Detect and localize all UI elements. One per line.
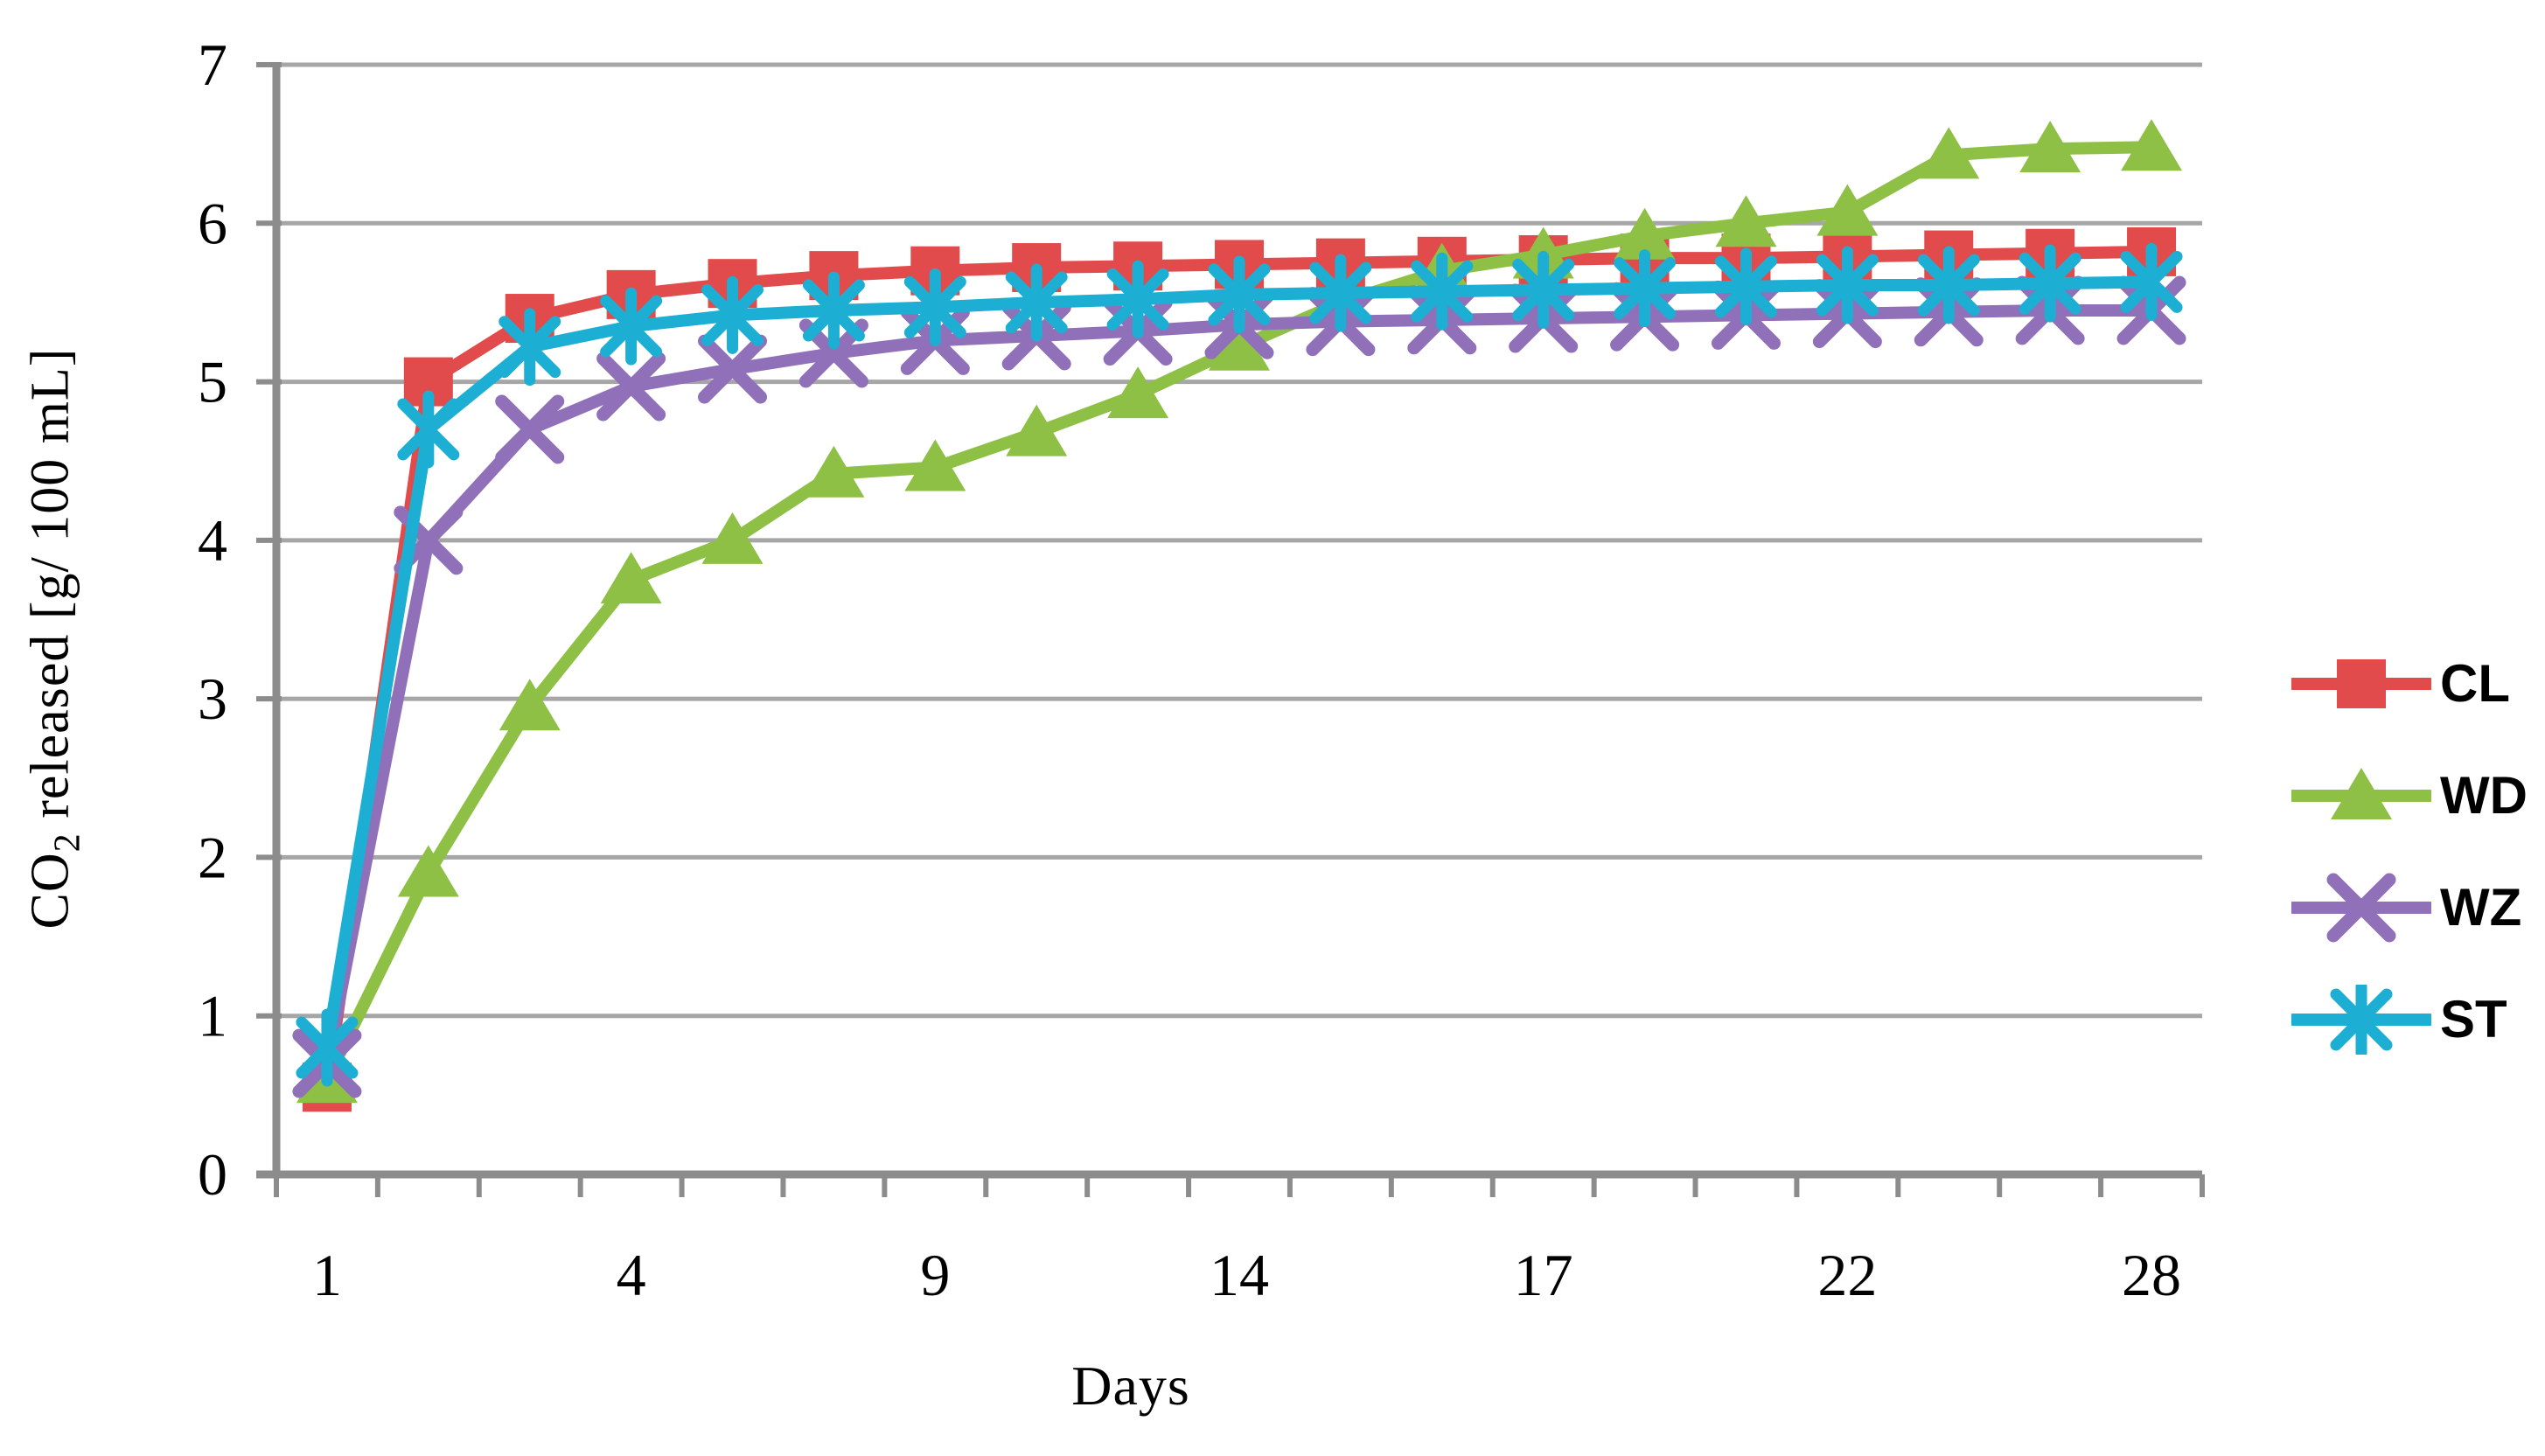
marker-asterisk xyxy=(1208,255,1271,334)
axis-ticks xyxy=(256,62,2205,1197)
marker-asterisk xyxy=(1309,254,1372,332)
legend: CL WD WZ ST xyxy=(2291,649,2528,1055)
x-axis-title: Days xyxy=(1071,1355,1190,1417)
y-tick-label-4: 4 xyxy=(198,507,227,574)
marker-asterisk xyxy=(802,271,865,350)
y-axis-title: CO2 released [g/ 100 mL] xyxy=(19,348,88,930)
marker-triangle xyxy=(499,679,561,731)
series-WZ-line xyxy=(320,303,2158,1070)
marker-triangle xyxy=(397,845,459,897)
x-tick-labels: 1 4 9 14 17 22 28 xyxy=(312,1242,2181,1308)
marker-x xyxy=(596,352,666,421)
marker-asterisk xyxy=(2120,242,2183,321)
x-tick-label-17: 17 xyxy=(1514,1242,1573,1308)
marker-square xyxy=(2337,659,2386,708)
marker-asterisk xyxy=(1714,247,1777,326)
x-tick-label-4: 4 xyxy=(617,1242,646,1308)
y-tick-label-3: 3 xyxy=(198,665,227,732)
series-WZ xyxy=(292,275,2186,1098)
x-tick-label-9: 9 xyxy=(920,1242,950,1308)
legend-marker-asterisk xyxy=(2291,985,2431,1055)
y-tick-label-7: 7 xyxy=(198,31,227,98)
x-tick-label-1: 1 xyxy=(312,1242,342,1308)
legend-item-CL: CL xyxy=(2291,649,2528,719)
marker-triangle xyxy=(600,552,662,604)
marker-asterisk xyxy=(397,390,460,469)
series-CL-line xyxy=(320,245,2158,1094)
legend-marker-x xyxy=(2291,873,2431,943)
y-tick-label-2: 2 xyxy=(198,824,227,890)
marker-x xyxy=(2326,873,2396,943)
y-tick-label-1: 1 xyxy=(198,983,227,1049)
marker-triangle xyxy=(701,512,764,564)
marker-asterisk xyxy=(1106,260,1169,338)
legend-label-ST: ST xyxy=(2440,990,2507,1048)
marker-triangle xyxy=(904,439,966,491)
gridlines xyxy=(276,62,2202,1019)
marker-asterisk xyxy=(1411,252,1474,331)
marker-asterisk xyxy=(903,268,966,346)
x-tick-label-28: 28 xyxy=(2122,1242,2181,1308)
y-tick-label-6: 6 xyxy=(198,190,227,256)
marker-triangle xyxy=(1006,404,1068,456)
marker-asterisk xyxy=(1816,246,1879,324)
series-ST xyxy=(296,242,2183,1087)
marker-asterisk xyxy=(701,275,764,354)
legend-item-WZ: WZ xyxy=(2291,873,2528,943)
legend-label-CL: CL xyxy=(2440,654,2510,713)
legend-label-WD: WD xyxy=(2440,766,2528,825)
marker-asterisk xyxy=(2330,985,2393,1055)
y-axis-title-suffix: released [g/ 100 mL] xyxy=(20,347,80,833)
legend-item-WD: WD xyxy=(2291,761,2528,831)
axes xyxy=(256,65,2202,1179)
marker-asterisk xyxy=(499,308,561,387)
y-tick-label-5: 5 xyxy=(198,349,227,415)
legend-item-ST: ST xyxy=(2291,985,2528,1055)
marker-asterisk xyxy=(1917,246,1980,324)
marker-triangle xyxy=(803,445,865,498)
x-tick-label-22: 22 xyxy=(1817,1242,1877,1308)
marker-x xyxy=(698,334,768,404)
y-tick-label-0: 0 xyxy=(198,1141,227,1208)
y-axis-title-prefix: CO xyxy=(20,852,80,930)
legend-marker-square xyxy=(2291,659,2431,708)
marker-asterisk xyxy=(600,287,663,366)
marker-asterisk xyxy=(1512,250,1575,329)
marker-triangle xyxy=(1614,207,1676,260)
marker-triangle xyxy=(2019,121,2081,173)
marker-asterisk xyxy=(1614,249,1677,328)
marker-asterisk xyxy=(1005,263,1068,342)
marker-x xyxy=(495,394,565,464)
legend-label-WZ: WZ xyxy=(2440,878,2522,937)
y-tick-labels: 0 1 2 3 4 5 6 7 xyxy=(198,31,227,1208)
y-axis-title-subscript: 2 xyxy=(46,832,88,853)
marker-triangle xyxy=(1715,195,1777,247)
series-WD xyxy=(296,119,2183,1104)
marker-triangle xyxy=(1107,366,1169,419)
marker-triangle xyxy=(1918,127,1980,179)
marker-triangle xyxy=(1209,318,1270,371)
marker-triangle xyxy=(2121,119,2183,171)
legend-marker-triangle xyxy=(2291,768,2431,819)
marker-triangle xyxy=(2331,768,2392,819)
marker-asterisk xyxy=(2019,244,2081,323)
x-tick-label-14: 14 xyxy=(1210,1242,1269,1308)
marker-triangle xyxy=(1816,184,1879,236)
marker-asterisk xyxy=(296,1008,359,1087)
